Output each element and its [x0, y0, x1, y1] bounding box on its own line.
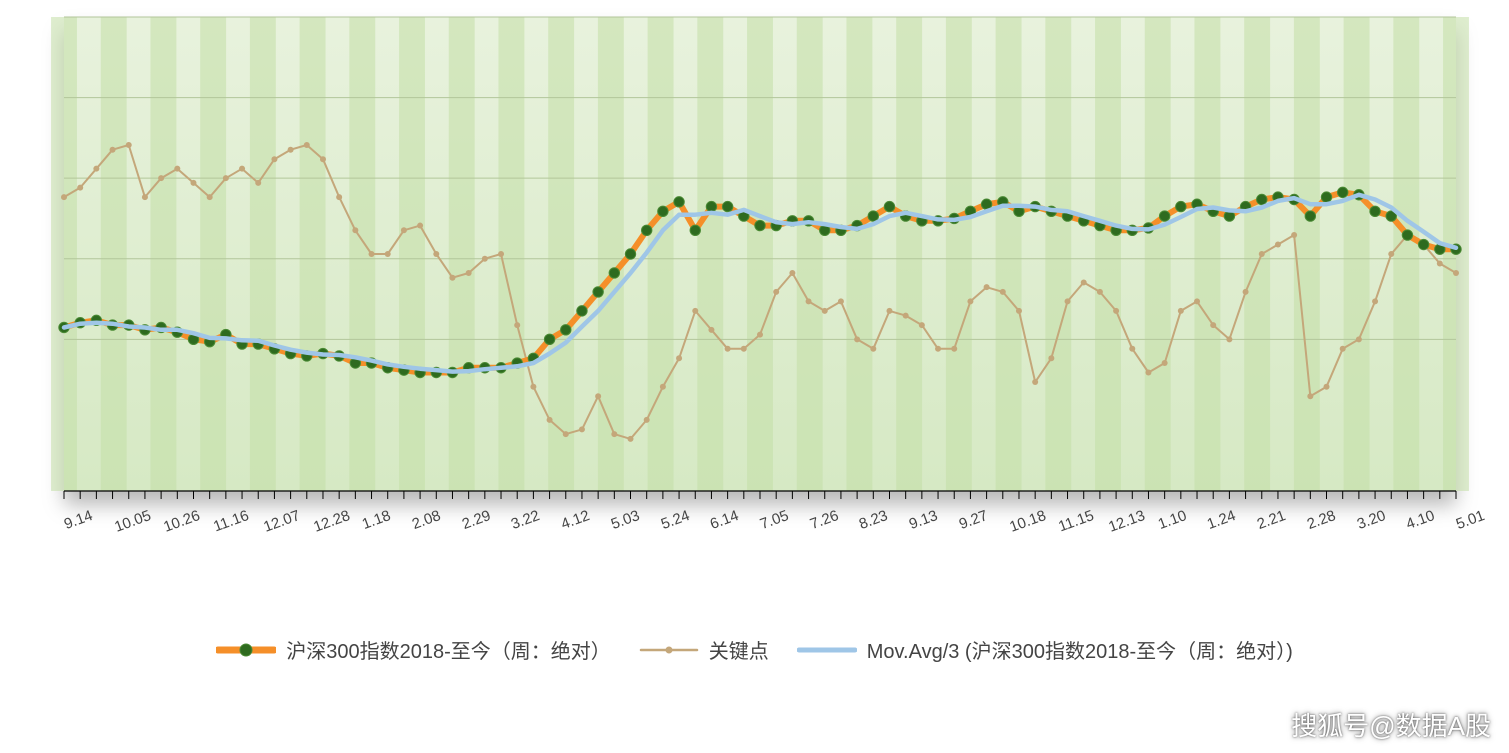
legend-label: 沪深300指数2018-至今（周：绝对）: [286, 635, 611, 664]
legend-item-key: 关键点: [639, 635, 769, 664]
legend-label: 关键点: [709, 635, 769, 664]
watermark: 搜狐号@数据A股: [1291, 706, 1491, 743]
legend: 沪深300指数2018-至今（周：绝对） 关键点 Mov.Avg/3 (沪深300指…: [0, 635, 1509, 664]
legend-swatch: [216, 638, 276, 662]
chart-container: 9.1410.0510.2611.1612.0712.281.182.082.2…: [0, 0, 1509, 753]
legend-label: Mov.Avg/3 (沪深300指数2018-至今（周：绝对）): [867, 635, 1293, 664]
legend-swatch: [797, 638, 857, 662]
legend-swatch: [639, 638, 699, 662]
legend-item-ma: Mov.Avg/3 (沪深300指数2018-至今（周：绝对）): [797, 635, 1293, 664]
legend-item-main: 沪深300指数2018-至今（周：绝对）: [216, 635, 611, 664]
